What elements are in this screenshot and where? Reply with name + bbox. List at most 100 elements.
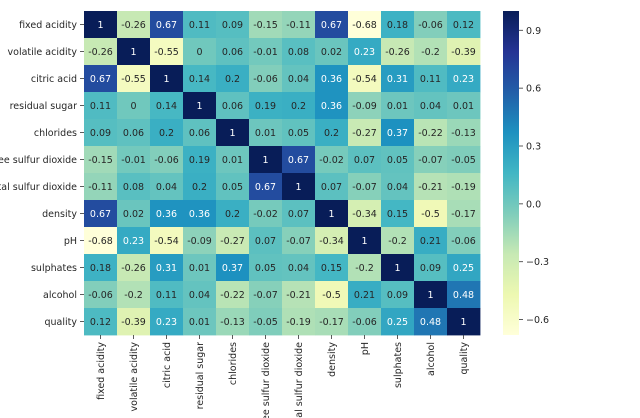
- heatmap-cell: [183, 119, 217, 147]
- heatmap-cell: [348, 11, 382, 39]
- cell-value-label: 0.01: [255, 128, 276, 139]
- heatmap-cell: [150, 308, 184, 336]
- heatmap-cell: [414, 254, 448, 282]
- heatmap-cell: [381, 11, 415, 39]
- heatmap-cell: [315, 308, 349, 336]
- heatmap-cell: [117, 308, 151, 336]
- cell-value-label: -0.05: [253, 317, 278, 328]
- cell-value-label: 0: [196, 47, 202, 58]
- colorbar-tick-label: 0.9: [526, 26, 541, 37]
- x-tick-label-density: density: [327, 342, 338, 377]
- heatmap-cell: [381, 254, 415, 282]
- cell-value-label: 0.11: [420, 74, 441, 85]
- heatmap-cell: [150, 92, 184, 120]
- cell-value-label: 0.67: [255, 182, 276, 193]
- cell-value-label: 0.09: [222, 20, 243, 31]
- heatmap-cell: [84, 92, 118, 120]
- cell-value-label: -0.02: [319, 155, 344, 166]
- heatmap-cell: [150, 146, 184, 174]
- colorbar-gradient: [503, 11, 519, 335]
- cell-value-label: 0.67: [90, 74, 111, 85]
- colorbar: 0.9 0.6 0.3 0.0 −0.3 −0.6: [503, 11, 549, 335]
- cell-value-label: 1: [196, 101, 202, 112]
- cell-value-label: -0.06: [154, 155, 179, 166]
- heatmap-cell: [447, 200, 481, 228]
- cell-value-label: -0.15: [253, 20, 278, 31]
- heatmap-cell: [150, 281, 184, 309]
- heatmap-cell: [282, 281, 316, 309]
- cell-value-label: -0.06: [88, 290, 113, 301]
- x-tick-label-fixed-acidity: fixed acidity: [96, 342, 107, 400]
- heatmap-cell: [150, 119, 184, 147]
- cell-value-label: 0.11: [156, 290, 177, 301]
- heatmap-cell: [414, 65, 448, 93]
- cell-value-label: -0.21: [418, 182, 443, 193]
- heatmap-cell: [117, 173, 151, 201]
- heatmap-cell: [150, 200, 184, 228]
- heatmap-cell: [183, 11, 217, 39]
- cell-value-label: 0.67: [288, 155, 309, 166]
- cell-value-label: -0.39: [451, 47, 476, 58]
- cell-value-label: 0.2: [159, 128, 174, 139]
- heatmap-cell: [282, 146, 316, 174]
- heatmap-cell: [447, 173, 481, 201]
- cell-value-label: -0.01: [253, 47, 278, 58]
- heatmap-cell: [150, 173, 184, 201]
- cell-value-label: -0.55: [121, 74, 146, 85]
- heatmap-cell: [348, 200, 382, 228]
- cell-value-label: 0.2: [192, 182, 207, 193]
- y-tick-label-total-sulfur-dioxide: total sulfur dioxide: [0, 182, 77, 193]
- cell-value-label: 1: [295, 182, 301, 193]
- cell-value-label: 0.05: [387, 155, 408, 166]
- heatmap-cell: [249, 65, 283, 93]
- cell-value-label: 0.09: [90, 128, 111, 139]
- x-tick-label-sulphates: sulphates: [393, 342, 404, 388]
- heatmap-cell: [216, 38, 250, 66]
- cell-value-label: -0.06: [352, 317, 377, 328]
- cell-value-label: -0.01: [121, 155, 146, 166]
- heatmap-cell: [282, 92, 316, 120]
- heatmap-cell: [249, 173, 283, 201]
- cell-value-label: 0.07: [321, 182, 342, 193]
- colorbar-tick-label: 0.6: [526, 84, 541, 95]
- x-tick-label-chlorides: chlorides: [228, 342, 239, 385]
- x-tick-label-free-sulfur-dioxide: free sulfur dioxide: [261, 342, 272, 418]
- cell-value-label: 1: [163, 74, 169, 85]
- heatmap-cell: [315, 173, 349, 201]
- heatmap-cell: [381, 38, 415, 66]
- heatmap-cell: [150, 11, 184, 39]
- cell-value-label: -0.26: [121, 263, 146, 274]
- cell-value-label: 0.25: [453, 263, 474, 274]
- heatmap-cell: [117, 254, 151, 282]
- heatmap-cell: [282, 38, 316, 66]
- heatmap-cell: [381, 146, 415, 174]
- cell-value-label: -0.06: [418, 20, 443, 31]
- cell-value-label: 0.48: [420, 317, 441, 328]
- heatmap-cell: [84, 119, 118, 147]
- heatmap-cell: [183, 92, 217, 120]
- heatmap-cell: [117, 146, 151, 174]
- cell-value-label: 0.06: [222, 47, 243, 58]
- x-tick-label-residual-sugar: residual sugar: [195, 342, 206, 409]
- y-tick-label-alcohol: alcohol: [43, 290, 77, 301]
- cell-value-label: 0.18: [387, 20, 408, 31]
- cell-value-label: -0.07: [253, 290, 278, 301]
- y-tick-label-density: density: [42, 209, 77, 220]
- cell-value-label: 0.11: [189, 20, 210, 31]
- heatmap-cell: [414, 119, 448, 147]
- heatmap-cell: [183, 200, 217, 228]
- heatmap-cell: [84, 227, 118, 255]
- heatmap-cell: [117, 11, 151, 39]
- cell-value-label: 0.31: [387, 74, 408, 85]
- cell-value-label: 0.04: [420, 101, 441, 112]
- heatmap-cell: [249, 308, 283, 336]
- x-tick-label-quality: quality: [459, 342, 470, 375]
- cell-value-label: -0.11: [286, 20, 311, 31]
- cell-value-label: 1: [328, 209, 334, 220]
- cell-value-label: 0.2: [291, 101, 306, 112]
- heatmap-cell: [183, 38, 217, 66]
- heatmap-cell: [348, 308, 382, 336]
- heatmap-cell: [414, 308, 448, 336]
- cell-value-label: 1: [262, 155, 268, 166]
- heatmap-cell: [414, 227, 448, 255]
